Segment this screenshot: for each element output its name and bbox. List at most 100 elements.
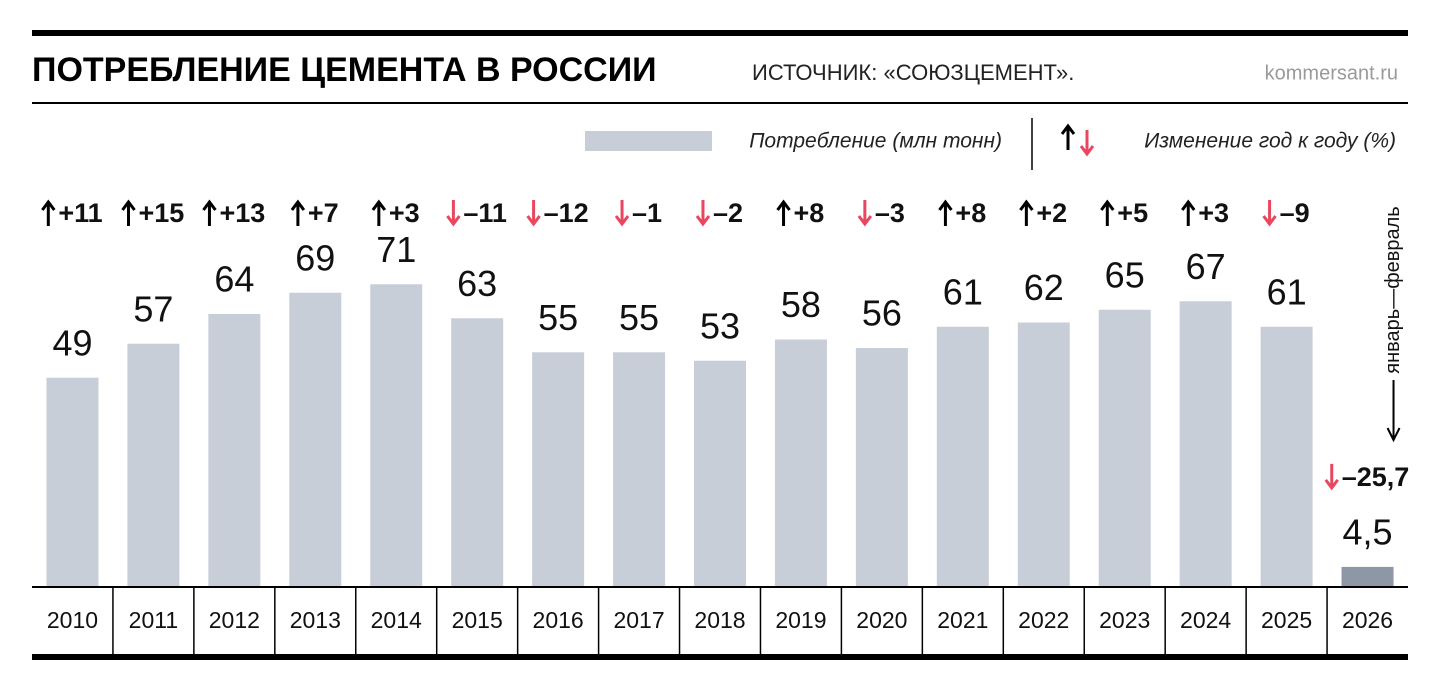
x-tick-label: 2026 (1342, 607, 1393, 633)
change-arrow (121, 199, 136, 226)
x-tick-label: 2023 (1099, 607, 1150, 633)
change-label: +2 (1036, 198, 1067, 228)
bar (694, 360, 746, 586)
bar (855, 348, 908, 586)
change-label: –3 (875, 198, 905, 228)
x-tick-label: 2011 (129, 607, 178, 633)
bar (1098, 309, 1151, 586)
value-label: 65 (1105, 254, 1145, 295)
x-tick-label: 2018 (694, 607, 745, 633)
x-tick-label: 2025 (1261, 607, 1312, 633)
bar (1017, 322, 1070, 586)
change-arrow (776, 199, 791, 226)
value-label: 71 (376, 229, 416, 270)
change-label: +3 (1198, 198, 1229, 228)
change-label: –25,7 (1342, 462, 1410, 492)
top-rule (32, 30, 1408, 36)
x-tick-label: 2021 (937, 607, 988, 633)
change-label: +8 (955, 198, 986, 228)
value-label: 57 (133, 288, 173, 329)
change-label: +5 (1117, 198, 1148, 228)
bar (127, 343, 180, 586)
change-arrow (202, 199, 217, 226)
value-label: 56 (862, 293, 902, 334)
x-tick-label: 2012 (209, 607, 260, 633)
change-label: –2 (713, 198, 743, 228)
x-tick-label: 2022 (1018, 607, 1069, 633)
bar (208, 314, 261, 586)
chart-subtitle: ИСТОЧНИК: «СОЮЗЦЕМЕНТ». (752, 60, 1074, 85)
bar (1260, 326, 1313, 586)
change-arrow (1019, 199, 1034, 226)
value-label: 61 (1267, 271, 1307, 312)
change-arrow (290, 199, 306, 226)
change-label: +8 (794, 198, 825, 228)
x-tick-label: 2014 (371, 607, 422, 633)
bar (46, 377, 99, 586)
value-label: 69 (295, 237, 335, 278)
bar (289, 292, 342, 586)
change-arrow (446, 200, 461, 227)
bar (936, 326, 989, 586)
change-label: –11 (463, 198, 507, 228)
change-label: +7 (308, 198, 339, 228)
change-arrow (1060, 123, 1076, 150)
value-label: 62 (1024, 267, 1064, 308)
annotation-arrow (1386, 380, 1401, 443)
change-label: –9 (1280, 198, 1310, 228)
legend-label: Изменение год к году (%) (1144, 130, 1396, 153)
change-arrow (1079, 130, 1095, 157)
change-arrow (614, 200, 630, 227)
x-tick-label: 2019 (775, 607, 826, 633)
value-label: 67 (1186, 246, 1226, 287)
credit: kommersant.ru (1265, 62, 1398, 84)
bottom-rule (32, 654, 1408, 660)
bar (1341, 566, 1394, 586)
change-label: +15 (139, 198, 185, 228)
x-tick-label: 2015 (452, 607, 503, 633)
change-arrow (857, 200, 873, 227)
change-arrow (526, 200, 541, 227)
value-label: 53 (700, 305, 740, 346)
value-label: 63 (457, 263, 497, 304)
legend-swatch (585, 131, 712, 151)
bar (451, 318, 504, 586)
value-label: 61 (943, 271, 983, 312)
change-arrow (1324, 463, 1339, 491)
legend-label: Потребление (млн тонн) (749, 130, 1002, 153)
header-rule (32, 102, 1408, 104)
value-label: 55 (538, 297, 578, 338)
annotation: январь—февраль (1382, 206, 1404, 373)
change-arrow (1262, 200, 1277, 227)
change-arrow (695, 200, 711, 227)
bar (1179, 301, 1232, 586)
bar (532, 352, 585, 586)
value-label: 55 (619, 297, 659, 338)
change-label: +13 (219, 198, 265, 228)
x-tick-label: 2020 (856, 607, 907, 633)
change-arrow (938, 199, 953, 226)
x-tick-label: 2010 (47, 607, 98, 633)
change-label: –12 (544, 198, 589, 228)
baseline (32, 586, 1408, 588)
bar (774, 339, 827, 586)
legend-arrows (1060, 123, 1095, 157)
chart-title: ПОТРЕБЛЕНИЕ ЦЕМЕНТА В РОССИИ (32, 51, 657, 89)
change-label: –1 (632, 198, 662, 228)
bar (370, 284, 423, 586)
x-tick-label: 2024 (1180, 607, 1231, 633)
x-tick-label: 2013 (290, 607, 341, 633)
change-arrow (1100, 199, 1115, 226)
value-label: 64 (214, 259, 254, 300)
value-label: 4,5 (1343, 511, 1393, 552)
bar (613, 352, 666, 586)
value-label: 49 (52, 322, 92, 363)
change-arrow (371, 199, 387, 226)
change-arrow (41, 199, 56, 226)
x-tick-label: 2017 (613, 607, 664, 633)
value-label: 58 (781, 284, 821, 325)
x-tick-label: 2016 (533, 607, 584, 633)
change-arrow (1181, 199, 1196, 226)
